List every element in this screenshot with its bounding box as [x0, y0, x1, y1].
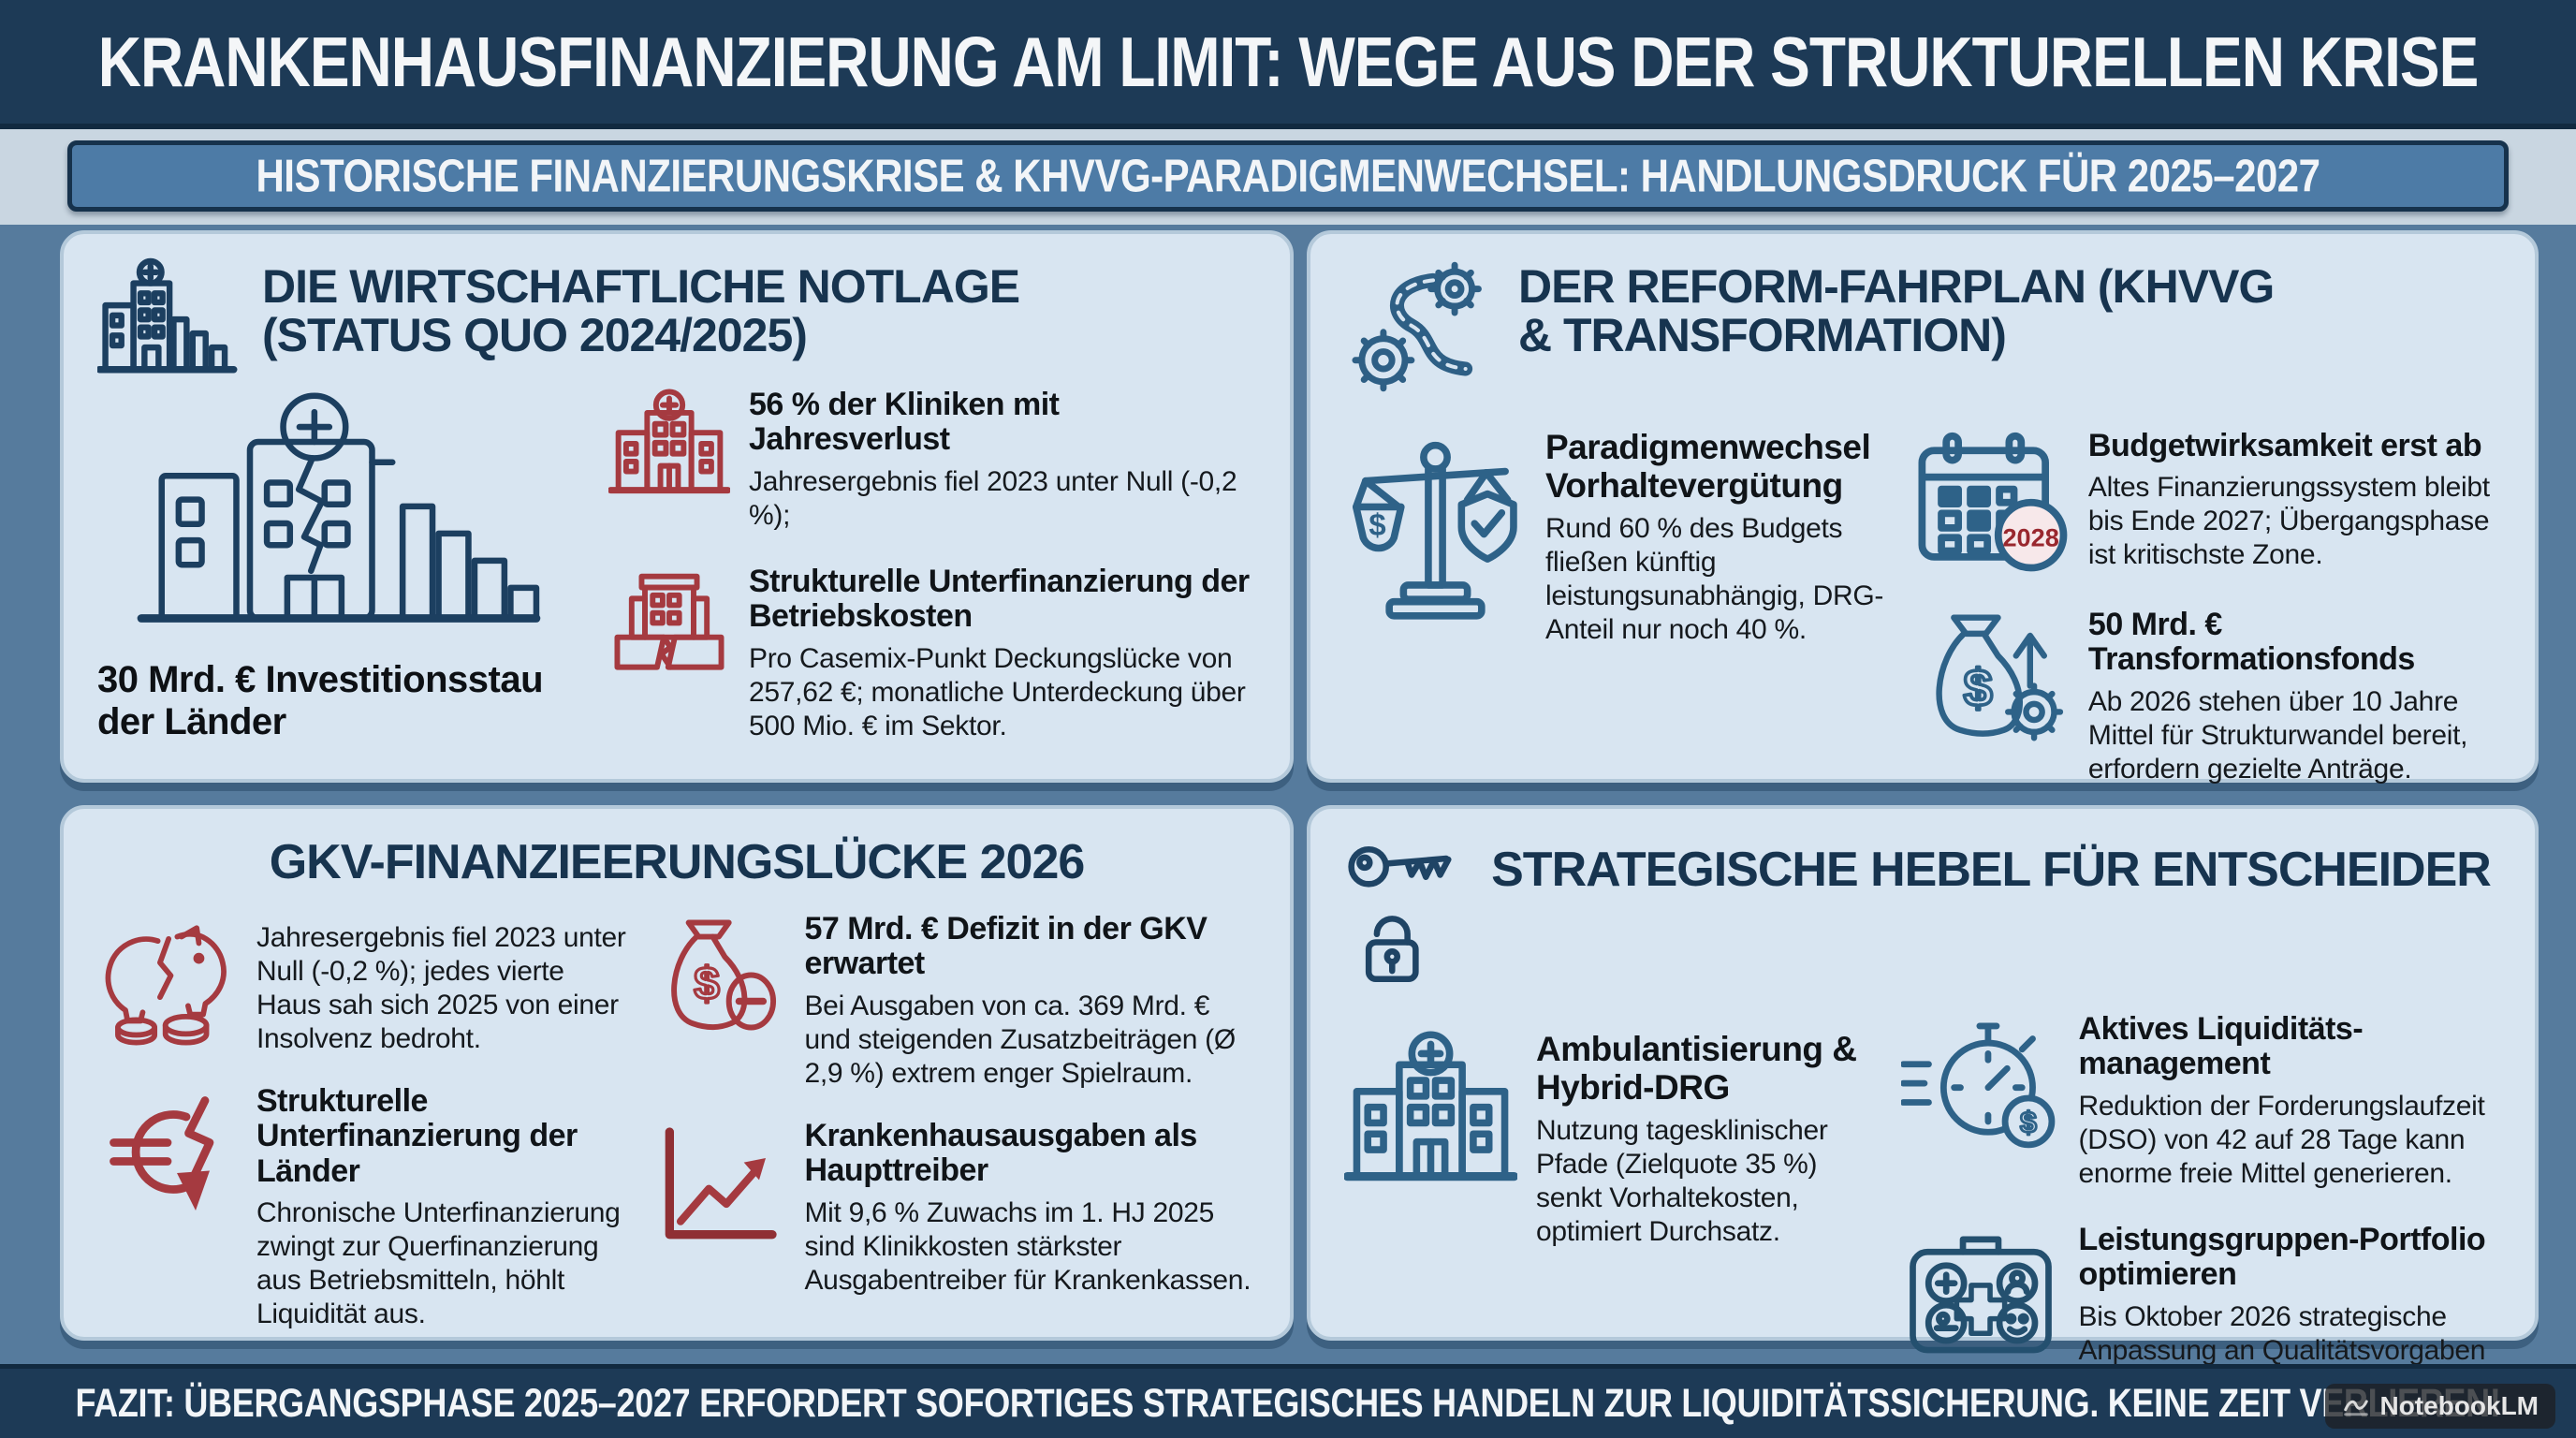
svg-text:$: $ [1368, 507, 1385, 542]
key-lock-icon [1348, 845, 1452, 983]
item-body: Rund 60 % des Budgets fließen künftig le… [1545, 513, 1884, 646]
medical-portfolio-icon [1909, 1236, 2052, 1354]
item-body: Chronische Unterfinanzierung zwingt zur … [256, 1197, 621, 1330]
item-body: Altes Finanzierungssystem bleibt bis End… [2087, 472, 2490, 571]
notebooklm-watermark: NotebookLM [2325, 1384, 2555, 1429]
cracked-building-icon [614, 573, 724, 670]
item-headline: Leistungsgruppen-Portfolio optimieren [2078, 1221, 2486, 1293]
notebooklm-logo-icon [2344, 1400, 2369, 1416]
item-body: Nutzung tagesklinischer Pfade (Zielquote… [1536, 1115, 1828, 1248]
moneybag-minus-icon: $ [671, 919, 777, 1031]
list-item: 2028 Budgetwirksamkeit erst ab Altes Fin… [1912, 428, 2501, 574]
investitionsstau-caption: 30 Mrd. € Investitionsstau der Länder [97, 659, 544, 742]
panel-title-reform: DER REFORM-FAHRPLAN (KHVVG & TRANSFORMAT… [1518, 260, 2275, 361]
item-headline: Paradigmenwechsel Vorhaltevergütung [1545, 428, 1871, 505]
list-item: Ambulantisierung & Hybrid-DRG Nutzung ta… [1344, 1030, 1877, 1249]
list-item: 56 % der Kliniken mit Jahresverlust Jahr… [608, 387, 1256, 533]
item-headline: Budgetwirksamkeit erst ab [2087, 428, 2482, 463]
calendar-badge-year: 2028 [2002, 522, 2058, 551]
fazit-text: FAZIT: ÜBERGANGSPHASE 2025–2027 ERFORDER… [75, 1380, 2501, 1426]
panel-title-hebel: STRATEGISCHE HEBEL FÜR ENTSCHEIDER [1491, 843, 2492, 897]
rising-chart-icon [666, 1127, 778, 1240]
top-banner: KRANKENHAUSFINANZIERUNG AM LIMIT: WEGE A… [0, 0, 2576, 129]
list-item: Krankenhausausgaben als Haupttreiber Mit… [654, 1117, 1256, 1298]
broken-hospital-illustration [137, 392, 541, 623]
svg-text:$: $ [2020, 1105, 2037, 1138]
item-headline: 56 % der Kliniken mit Jahresverlust [749, 387, 1060, 458]
item-body: Bei Ausgaben von ca. 369 Mrd. € und stei… [804, 990, 1236, 1089]
panel-strategische-hebel: STRATEGISCHE HEBEL FÜR ENTSCHEIDER [1307, 805, 2539, 1433]
panel-wirtschaftliche-notlage: DIE WIRTSCHAFTLICHE NOTLAGE (STATUS QUO … [60, 230, 1294, 783]
panel-reform-fahrplan: DER REFORM-FAHRPLAN (KHVVG & TRANSFORMAT… [1307, 230, 2539, 786]
item-body: Pro Casemix-Punkt Deckungslücke von 257,… [749, 642, 1246, 741]
panel-gkv-finanzierungsluecke: GKV-FINANZIEERUNGSLÜCKE 2026 Jahresergeb… [60, 805, 1294, 1341]
list-item: $ Paradigmenwechsel Vorhaltevergütung Ru… [1344, 428, 1888, 647]
svg-text:$: $ [695, 958, 721, 1009]
footer-banner: FAZIT: ÜBERGANGSPHASE 2025–2027 ERFORDER… [0, 1364, 2576, 1438]
item-body: Jahresergebnis fiel 2023 unter Null (-0,… [749, 465, 1237, 531]
scales-shield-icon: $ [1352, 441, 1517, 620]
item-body: Mit 9,6 % Zuwachs im 1. HJ 2025 sind Kli… [804, 1196, 1251, 1296]
list-item: $ 50 Mrd. € Transformationsfonds Ab 2026… [1912, 607, 2501, 786]
item-body: Ab 2026 stehen über 10 Jahre Mittel für … [2087, 685, 2468, 785]
list-item: $ 57 Mrd. € Defizit in der GKV erwartet … [654, 911, 1256, 1091]
item-headline: 57 Mrd. € Defizit in der GKV erwartet [804, 911, 1208, 982]
hospital-blue-icon [1344, 1031, 1517, 1181]
list-item: Strukturelle Unterfinanzierung der Betri… [608, 563, 1256, 743]
subtitle-bar: HISTORISCHE FINANZIERUNGSKRISE & KHVVG-P… [67, 140, 2509, 212]
euro-decline-icon [110, 1096, 214, 1211]
broken-piggybank-icon [105, 925, 227, 1046]
calendar-icon: 2028 [1918, 432, 2068, 572]
item-headline: Krankenhausausgaben als Haupttreiber [804, 1117, 1197, 1189]
svg-text:$: $ [1963, 659, 1992, 717]
moneybag-gear-icon: $ [1936, 614, 2064, 741]
gears-road-icon [1352, 261, 1482, 392]
list-item: Jahresergebnis fiel 2023 unter Null (-0,… [97, 912, 630, 1056]
item-body: Jahresergebnis fiel 2023 unter Null (-0,… [256, 922, 626, 1055]
list-item: $ Aktives Liquiditäts-management Redukti… [1900, 1011, 2501, 1191]
item-headline: 50 Mrd. € Transformationsfonds [2087, 607, 2415, 678]
item-headline: Strukturelle Unterfinanzierung der Betri… [749, 563, 1250, 635]
list-item: Strukturelle Unterfinanzierung der Lände… [97, 1083, 630, 1331]
item-headline: Aktives Liquiditäts-management [2078, 1011, 2364, 1082]
page-title: KRANKENHAUSFINANZIERUNG AM LIMIT: WEGE A… [97, 22, 2480, 102]
hospital-red-icon [608, 389, 730, 494]
watermark-label: NotebookLM [2379, 1391, 2539, 1420]
item-headline: Strukturelle Unterfinanzierung der Lände… [256, 1083, 578, 1189]
hospital-chart-icon [97, 257, 238, 374]
subtitle-text: HISTORISCHE FINANZIERUNGSKRISE & KHVVG-P… [256, 149, 2320, 202]
item-headline: Ambulantisierung & Hybrid-DRG [1536, 1030, 1857, 1107]
item-body: Reduktion der Forderungslaufzeit (DSO) v… [2078, 1090, 2485, 1189]
panel-title-gkv: GKV-FINANZIEERUNGSLÜCKE 2026 [269, 835, 1086, 889]
panel-title-notlage: DIE WIRTSCHAFTLICHE NOTLAGE (STATUS QUO … [262, 260, 1020, 361]
stopwatch-dollar-icon: $ [1900, 1022, 2055, 1149]
